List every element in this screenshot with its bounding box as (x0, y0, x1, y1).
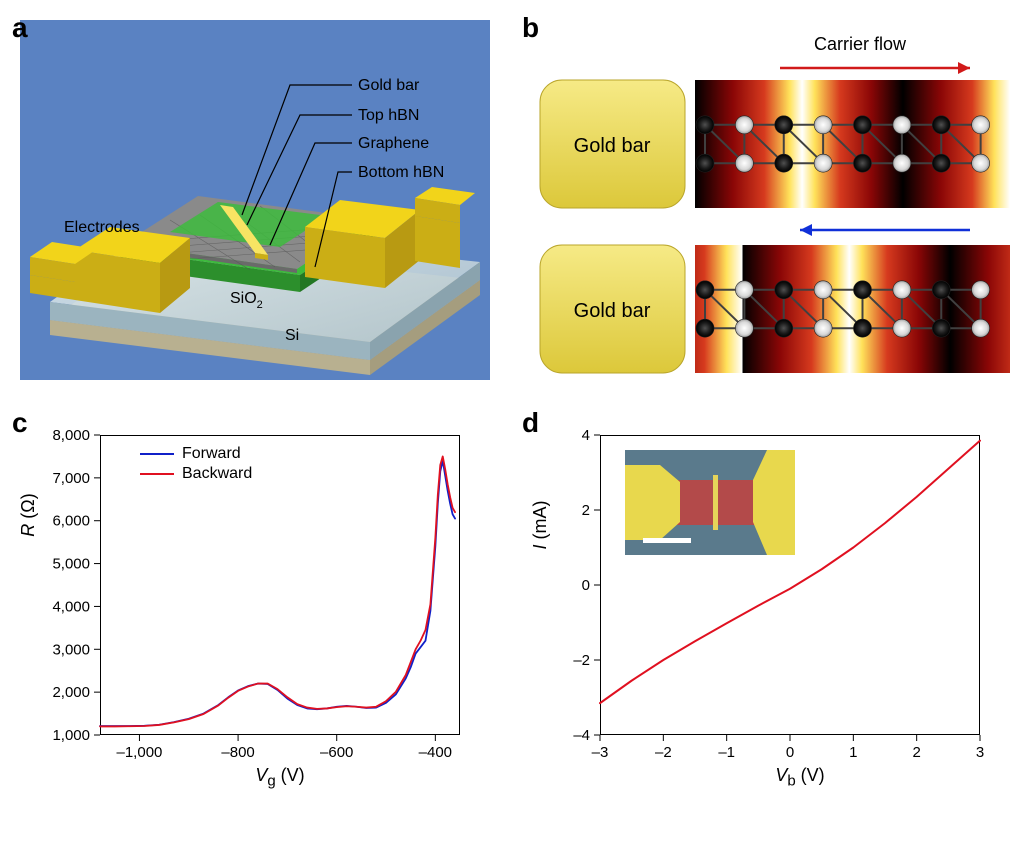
svg-text:8,000: 8,000 (52, 427, 90, 444)
svg-text:0: 0 (582, 577, 590, 594)
svg-text:1,000: 1,000 (52, 727, 90, 744)
svg-text:2: 2 (912, 744, 920, 761)
label-top-hbn: Top hBN (358, 107, 419, 124)
legend-item-backward: Backward (140, 465, 252, 483)
svg-text:4: 4 (582, 427, 590, 444)
panel-d: d –3–2–10123–4–2024 (530, 415, 1010, 795)
label-si: Si (285, 327, 299, 344)
panel-a: a (20, 20, 490, 385)
panel-c: c –1,000–800–600–4001,0002,0003,0004,000… (20, 415, 490, 795)
arrow-left (800, 224, 970, 236)
panel-b: b (530, 20, 1010, 385)
svg-text:3,000: 3,000 (52, 641, 90, 658)
svg-text:–1: –1 (718, 744, 735, 761)
svg-text:6,000: 6,000 (52, 513, 90, 530)
chart-d: –3 –2 –1 0 1 2 3 –4 –2 0 2 4 I (mA) (530, 415, 990, 795)
arrow-right (780, 62, 970, 74)
panel-a-label: a (12, 12, 28, 44)
svg-text:–3: –3 (592, 744, 609, 761)
row-bottom: Gold bar (540, 245, 1010, 373)
carrier-flow-label: Carrier flow (814, 34, 907, 54)
svg-text:–600: –600 (320, 744, 353, 761)
legend-line-forward (140, 453, 174, 455)
gold-bar-label-top: Gold bar (574, 135, 651, 157)
svg-text:2: 2 (582, 502, 590, 519)
ylabel-c: R (Ω) (18, 455, 39, 575)
svg-text:–2: –2 (655, 744, 672, 761)
svg-text:–400: –400 (419, 744, 452, 761)
svg-text:–2: –2 (573, 652, 590, 669)
svg-text:7,000: 7,000 (52, 470, 90, 487)
xlabel-d: Vb (V) (740, 765, 860, 790)
svg-text:–4: –4 (573, 727, 590, 744)
label-gold-bar: Gold bar (358, 77, 420, 94)
legend-c: Forward Backward (140, 445, 252, 485)
svg-text:2,000: 2,000 (52, 684, 90, 701)
gold-bar-label-bottom: Gold bar (574, 300, 651, 322)
svg-text:3: 3 (976, 744, 984, 761)
inset-micrograph (625, 450, 795, 555)
label-electrodes: Electrodes (64, 219, 140, 236)
panel-b-label: b (522, 12, 539, 44)
panel-b-schematic: Carrier flow Gold bar Gold bar (530, 20, 1010, 380)
ylabel-d: I (mA) (530, 465, 551, 585)
panel-c-label: c (12, 407, 28, 439)
svg-text:0: 0 (786, 744, 794, 761)
svg-text:4,000: 4,000 (52, 598, 90, 615)
svg-text:–800: –800 (221, 744, 254, 761)
panel-a-schematic: Gold bar Top hBN Graphene Bottom hBN Ele… (20, 20, 490, 380)
label-graphene: Graphene (358, 135, 429, 152)
xlabel-c: Vg (V) (220, 765, 340, 790)
legend-label-forward: Forward (182, 445, 241, 463)
svg-text:5,000: 5,000 (52, 556, 90, 573)
svg-text:–1,000: –1,000 (117, 744, 163, 761)
panel-d-label: d (522, 407, 539, 439)
legend-line-backward (140, 473, 174, 475)
svg-text:1: 1 (849, 744, 857, 761)
row-top: Gold bar (540, 80, 1010, 208)
legend-item-forward: Forward (140, 445, 252, 463)
label-bottom-hbn: Bottom hBN (358, 164, 444, 181)
legend-label-backward: Backward (182, 465, 252, 483)
chart-c: –1,000 –800 –600 –400 1,000 2,000 3,000 4,000 5,… (20, 415, 480, 795)
